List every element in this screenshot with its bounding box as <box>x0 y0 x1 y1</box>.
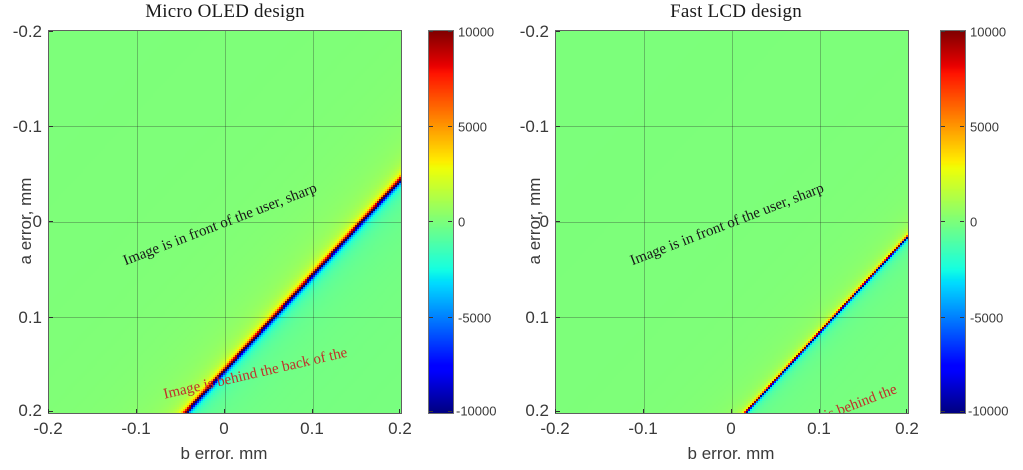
y-tick <box>556 126 560 127</box>
colorbar-tick-label: -10000 <box>456 403 497 419</box>
colorbar-tick <box>960 126 964 127</box>
y-tick-label: 0.2 <box>18 401 42 420</box>
colorbar-tick <box>448 126 452 127</box>
heatmap-axes-micro-oled: Image is in front of the user, sharp Ima… <box>48 30 402 414</box>
y-tick-label: -0.1 <box>12 117 42 136</box>
y-tick-label: 0 <box>32 212 42 231</box>
colorbar-tick-label: 0 <box>458 214 466 230</box>
x-tick-label: 0.1 <box>300 419 324 438</box>
panel-micro-oled: Micro OLED design Image is in front of t… <box>12 1 497 463</box>
y-tick <box>556 221 560 222</box>
y-tick-label: 0.1 <box>525 308 549 327</box>
x-tick <box>906 409 907 413</box>
colorbar-tick <box>429 126 433 127</box>
gridline-horizontal <box>49 222 401 223</box>
y-tick <box>556 411 560 412</box>
x-tick <box>643 409 644 413</box>
panel-title-fast-lcd: Fast LCD design <box>670 1 802 22</box>
heatmap-surface-fast-lcd <box>556 31 908 413</box>
x-tick-label: 0.1 <box>807 419 831 438</box>
colorbar-tick-label: -5000 <box>458 310 492 326</box>
colorbar-tick <box>960 411 964 412</box>
colorbar-fast-lcd <box>940 30 966 414</box>
y-tick <box>49 411 53 412</box>
colorbar-tick-label: 5000 <box>970 119 999 135</box>
gridline-horizontal <box>556 222 908 223</box>
x-tick <box>48 409 49 413</box>
colorbar-tick <box>960 31 964 32</box>
x-axis-label-micro-oled: b error. mm <box>180 444 268 463</box>
x-tick <box>224 409 225 413</box>
y-tick <box>49 126 53 127</box>
gridline-horizontal <box>556 126 908 127</box>
y-tick <box>556 31 560 32</box>
y-axis-label-micro-oled: a error, mm <box>16 177 35 265</box>
x-axis-label-fast-lcd: b error. mm <box>687 444 775 463</box>
y-tick <box>556 317 560 318</box>
gridline-vertical <box>225 31 226 413</box>
y-tick-label: -0.2 <box>519 22 549 41</box>
colorbar-tick <box>941 317 945 318</box>
x-tick-label: -0.2 <box>33 419 63 438</box>
colorbar-tick <box>429 411 433 412</box>
colorbar-tick-label: 0 <box>970 214 978 230</box>
x-tick <box>312 409 313 413</box>
y-tick-label: -0.2 <box>12 22 42 41</box>
panel-fast-lcd: Fast LCD design Image is in front of the… <box>511 0 1023 470</box>
colorbar-tick <box>448 221 452 222</box>
gridline-vertical <box>137 31 138 413</box>
heatmap-surface-micro-oled <box>49 31 401 413</box>
y-tick-label: -0.1 <box>519 117 549 136</box>
colorbar-tick <box>448 317 452 318</box>
gridline-horizontal <box>49 317 401 318</box>
colorbar-tick-label: 10000 <box>970 24 1007 40</box>
x-tick <box>136 409 137 413</box>
x-tick-label: 0.2 <box>388 419 412 438</box>
gridline-vertical <box>820 31 821 413</box>
x-tick <box>731 409 732 413</box>
gridline-vertical <box>644 31 645 413</box>
x-tick-label: 0 <box>219 419 229 438</box>
x-tick-label: -0.1 <box>628 419 658 438</box>
colorbar-tick-label: -5000 <box>970 310 1004 326</box>
y-axis-label-fast-lcd: a error, mm <box>525 177 544 265</box>
gridline-vertical <box>732 31 733 413</box>
colorbar-tick-label: 10000 <box>458 24 495 40</box>
x-tick <box>819 409 820 413</box>
x-tick-label: 0.2 <box>895 419 919 438</box>
x-tick-label: -0.2 <box>540 419 570 438</box>
gridline-vertical <box>313 31 314 413</box>
gridline-horizontal <box>556 317 908 318</box>
colorbar-micro-oled <box>428 30 454 414</box>
colorbar-tick <box>941 411 945 412</box>
gridline-horizontal <box>49 126 401 127</box>
y-tick <box>49 31 53 32</box>
colorbar-tick <box>429 31 433 32</box>
x-tick <box>399 409 400 413</box>
colorbar-tick <box>941 221 945 222</box>
x-tick-label: -0.1 <box>121 419 151 438</box>
y-tick-label: 0.2 <box>525 401 549 420</box>
colorbar-tick-label: -10000 <box>968 403 1009 419</box>
colorbar-tick <box>960 221 964 222</box>
panel-title-micro-oled: Micro OLED design <box>145 1 305 22</box>
y-tick-label: 0 <box>539 212 549 231</box>
y-tick <box>49 317 53 318</box>
x-tick <box>555 409 556 413</box>
y-tick-label: 0.1 <box>18 308 42 327</box>
colorbar-tick <box>429 317 433 318</box>
colorbar-tick <box>960 317 964 318</box>
heatmap-axes-fast-lcd: Image is in front of the user, sharp Ima… <box>555 30 909 414</box>
colorbar-tick <box>941 31 945 32</box>
colorbar-tick-label: 5000 <box>458 119 487 135</box>
y-tick <box>49 221 53 222</box>
colorbar-tick <box>429 221 433 222</box>
colorbar-tick <box>448 31 452 32</box>
colorbar-tick <box>941 126 945 127</box>
colorbar-tick <box>448 411 452 412</box>
x-tick-label: 0 <box>726 419 736 438</box>
